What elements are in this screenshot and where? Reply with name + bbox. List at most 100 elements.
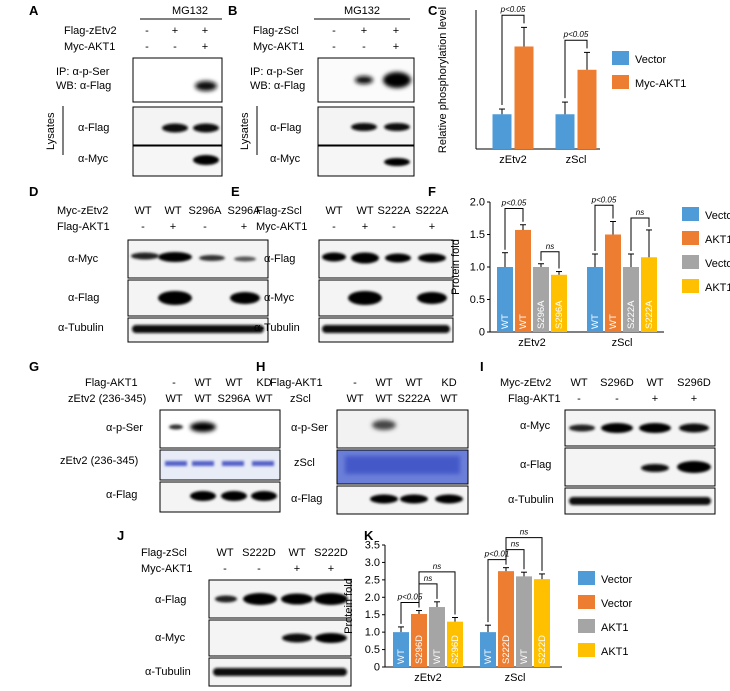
y-tick-label: 0.5 <box>470 294 485 306</box>
significance-label: p<0.01 <box>484 550 510 559</box>
bar <box>641 257 657 332</box>
blot-band <box>169 424 183 430</box>
blot-band <box>199 255 225 261</box>
legend-swatch <box>578 619 595 633</box>
bar <box>551 274 567 332</box>
sign: + <box>393 41 399 53</box>
blot-label: zEtv2 (236-345) <box>60 455 138 467</box>
sign: S222A <box>397 393 431 405</box>
legend-entry: Vector <box>705 210 730 222</box>
sign: - <box>332 25 336 37</box>
blot-band <box>322 325 450 333</box>
blot-label: α-Flag <box>520 459 551 471</box>
sign: WT <box>325 205 342 217</box>
legend-swatch <box>682 207 699 221</box>
bracket <box>504 208 524 250</box>
treatment-label: MG132 <box>344 5 380 17</box>
sign: S222A <box>415 205 449 217</box>
blot-label: zScl <box>294 457 315 469</box>
legend-swatch <box>682 231 699 245</box>
panel-letter-e: E <box>231 184 240 199</box>
y-tick-label: 1.0 <box>470 262 485 274</box>
significance-label: p<0.05 <box>563 30 589 39</box>
legend-entry: AKT1 <box>601 622 629 634</box>
panel-letter-h: H <box>256 359 265 374</box>
row-label: Flag-zScl <box>253 25 299 37</box>
blot-band <box>132 325 264 333</box>
sign: + <box>328 563 334 575</box>
bracket <box>501 14 525 106</box>
y-tick-label: 0 <box>479 327 485 339</box>
sign: WT <box>194 393 211 405</box>
sign: WT <box>356 205 373 217</box>
blot-band <box>345 456 460 474</box>
sign: - <box>332 41 336 53</box>
sign: + <box>172 25 178 37</box>
blot-band <box>165 461 187 466</box>
bar <box>515 229 531 332</box>
bar <box>514 46 534 149</box>
bar-label: S296D <box>450 635 461 664</box>
blot-band <box>351 123 377 131</box>
blot-label: α-Myc <box>68 253 99 265</box>
row-label: Flag-AKT1 <box>508 393 561 405</box>
lysates-label: Lysates <box>45 112 57 150</box>
panel-e: E Flag-zScl WT WT S222A S222A Myc-AKT1 -… <box>231 184 454 343</box>
sign: - <box>203 221 207 233</box>
blot-band <box>131 252 159 260</box>
bracket <box>418 571 456 615</box>
row-label: Myc-AKT1 <box>141 563 192 575</box>
blot-band <box>348 291 382 305</box>
blot-band <box>351 252 379 264</box>
y-tick-label: 2.5 <box>365 574 380 586</box>
sign: S222D <box>314 547 348 559</box>
blot-band <box>158 291 192 305</box>
sign: WT <box>346 393 363 405</box>
sign: + <box>362 221 368 233</box>
blot-band <box>282 633 312 643</box>
legend-swatch <box>578 643 595 657</box>
panel-letter-a: A <box>29 3 39 18</box>
legend-swatch <box>682 279 699 293</box>
bar <box>429 607 445 667</box>
blot-band <box>418 253 446 263</box>
sign: WT <box>375 393 392 405</box>
blot-band <box>385 253 411 263</box>
blot-label: α-Tubulin <box>58 322 104 334</box>
sign: S296A <box>188 205 222 217</box>
y-tick-label: 1.5 <box>365 609 380 621</box>
legend-swatch <box>578 595 595 609</box>
sign: WT <box>646 377 663 389</box>
blot-band <box>641 464 669 472</box>
panel-letter-d: D <box>29 184 38 199</box>
x-tick-label: zEtv2 <box>414 672 442 684</box>
bar-label: S296D <box>414 635 425 664</box>
significance-label: ns <box>511 540 519 549</box>
bar-label: S222A <box>626 300 637 329</box>
sign: - <box>145 25 149 37</box>
significance-label: ns <box>424 574 432 583</box>
panel-letter-f: F <box>428 184 436 199</box>
sign: S222A <box>377 205 411 217</box>
bar-label: S222A <box>644 300 655 329</box>
chart-f: 0 0.5 1.0 1.5 2.0 Protein fold WT WT S296A S296A z… <box>450 195 730 349</box>
blot-label: α-Flag <box>291 493 322 505</box>
sign: S222D <box>242 547 276 559</box>
bar <box>623 267 639 332</box>
bar <box>516 576 532 667</box>
blot-band <box>569 497 711 505</box>
blot-band <box>314 593 348 605</box>
blot-band <box>601 423 633 433</box>
bar-label: WT <box>608 314 619 329</box>
row-label: Flag-AKT1 <box>270 377 323 389</box>
blot-band <box>417 292 447 304</box>
row-label: zEtv2 (236-345) <box>68 393 146 405</box>
blot-band <box>190 491 216 501</box>
blot-label: WB: α-Flag <box>250 80 305 92</box>
sign: + <box>393 25 399 37</box>
y-tick-label: 3.0 <box>365 557 380 569</box>
bar-label: WT <box>519 649 530 664</box>
lysates-label: Lysates <box>239 112 251 150</box>
sign: S296D <box>677 377 711 389</box>
